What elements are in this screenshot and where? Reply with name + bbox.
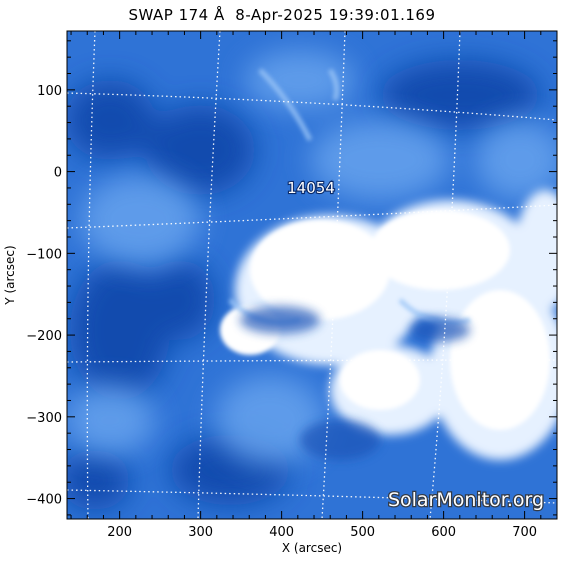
x-axis-ticks: 200 300 400 500 600 700 [70,31,558,540]
y-tick-label: 100 [37,84,62,99]
x-tick-label: 700 [512,525,537,540]
y-tick-label: −400 [26,493,62,508]
x-tick-label: 600 [431,525,456,540]
plot-frame [66,30,558,520]
x-tick-label: 200 [107,525,132,540]
active-region-label: 14054 [287,179,335,197]
x-axis-title: X (arcsec) [282,541,342,555]
heliographic-grid [67,31,557,519]
y-tick-label: 0 [54,166,62,181]
y-tick-label: −300 [26,411,62,426]
watermark-text: SolarMonitor.org [388,489,544,511]
euv-image [67,31,557,519]
y-axis-title: Y (arcsec) [3,245,17,305]
y-tick-label: −200 [26,329,62,344]
y-axis-ticks: 100 0 −100 −200 −300 −400 [26,40,557,516]
image-title: SWAP 174 Å 8-Apr-2025 19:39:01.169 [128,6,436,24]
y-tick-label: −100 [26,247,62,262]
x-tick-label: 300 [188,525,213,540]
x-tick-label: 500 [350,525,375,540]
x-tick-label: 400 [269,525,294,540]
